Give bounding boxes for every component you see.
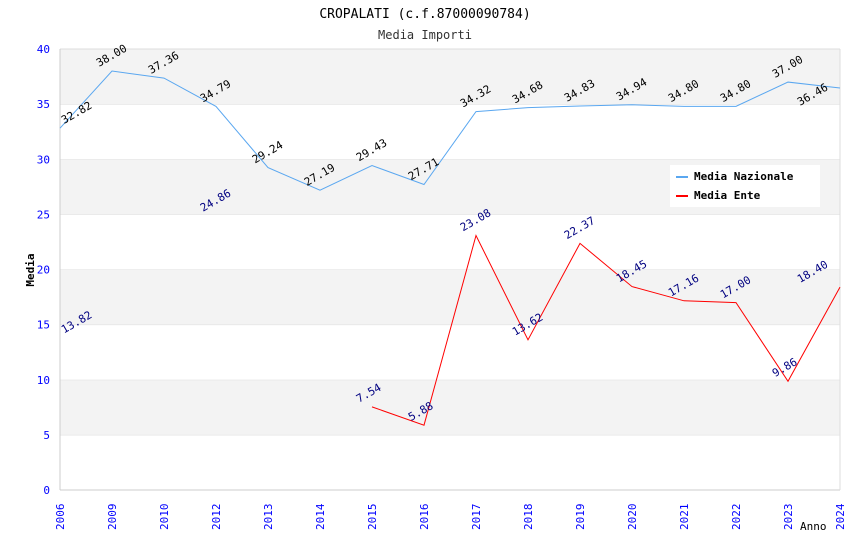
y-tick-label: 5 xyxy=(43,429,50,442)
x-tick-label: 2013 xyxy=(262,504,275,531)
y-tick-label: 20 xyxy=(37,264,50,277)
x-tick-label: 2014 xyxy=(314,503,327,530)
grid-band xyxy=(60,269,840,325)
y-tick-label: 40 xyxy=(37,43,50,56)
grid-band xyxy=(60,214,840,270)
x-tick-label: 2023 xyxy=(782,504,795,531)
chart-subtitle: Media Importi xyxy=(378,28,472,42)
x-tick-label: 2017 xyxy=(470,504,483,531)
x-tick-label: 2020 xyxy=(626,504,639,531)
x-tick-label: 2024 xyxy=(834,503,847,530)
series-line-0 xyxy=(59,70,841,191)
x-tick-label: 2009 xyxy=(106,504,119,531)
y-tick-label: 15 xyxy=(37,319,50,332)
x-tick-label: 2015 xyxy=(366,504,379,531)
y-tick-label: 25 xyxy=(37,208,50,221)
y-tick-label: 30 xyxy=(37,153,50,166)
chart-title: CROPALATI (c.f.87000090784) xyxy=(319,7,530,22)
x-tick-label: 2019 xyxy=(574,504,587,531)
grid-band xyxy=(60,324,840,380)
x-axis-label: Anno xyxy=(800,520,827,533)
y-tick-label: 0 xyxy=(43,484,50,497)
grid-band xyxy=(60,104,840,160)
legend-label-nazionale: Media Nazionale xyxy=(694,170,794,183)
y-axis-label: Media xyxy=(24,253,37,286)
x-tick-label: 2018 xyxy=(522,504,535,531)
legend: Media Nazionale Media Ente xyxy=(670,165,820,207)
y-tick-label: 10 xyxy=(37,374,50,387)
x-tick-label: 2010 xyxy=(158,504,171,531)
y-tick-label: 35 xyxy=(37,98,50,111)
grid-band xyxy=(60,434,840,490)
x-tick-label: 2006 xyxy=(54,504,67,531)
x-tick-label: 2021 xyxy=(678,504,691,531)
x-tick-label: 2012 xyxy=(210,504,223,531)
series-line-1 xyxy=(371,234,841,426)
grid-band xyxy=(60,49,840,105)
grid-band xyxy=(60,379,840,435)
x-tick-label: 2016 xyxy=(418,504,431,531)
legend-label-ente: Media Ente xyxy=(694,189,761,202)
x-tick-label: 2022 xyxy=(730,504,743,531)
